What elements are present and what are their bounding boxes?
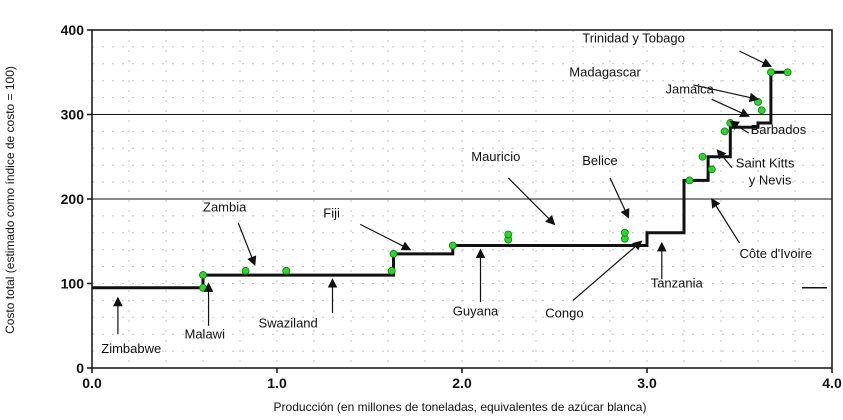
data-point <box>199 271 207 279</box>
data-point <box>767 68 775 77</box>
annotation-arrow <box>359 223 412 251</box>
annotation-arrow <box>693 84 760 103</box>
annotation-label: y Nevis <box>749 173 792 188</box>
data-point <box>698 152 707 161</box>
data-point <box>720 127 729 136</box>
axis-ticks: 0.0 1.0 2.0 3.0 4.0 0 100 200 300 400 <box>61 22 842 391</box>
x-tick-label: 1.0 <box>267 375 287 391</box>
data-point <box>282 266 291 275</box>
data-point <box>448 241 457 250</box>
y-tick-label: 100 <box>61 276 85 292</box>
data-point <box>504 230 513 239</box>
annotation-label: Swaziland <box>259 315 318 330</box>
annotation-label: Côte d'Ivoire <box>740 246 813 261</box>
annotation-arrow <box>716 149 733 169</box>
annotation-arrow <box>609 177 630 219</box>
y-tick-label: 300 <box>61 107 85 123</box>
annotation-label: Tanzania <box>651 276 704 291</box>
annotation-arrow <box>711 197 741 244</box>
annotation-label: Trinidad y Tobago <box>582 31 685 46</box>
y-tick-label: 400 <box>61 22 85 38</box>
data-point <box>707 165 716 174</box>
annotation-label: Fiji <box>323 206 340 221</box>
data-point <box>389 250 398 258</box>
data-point <box>754 97 762 106</box>
annotation-label: Congo <box>545 305 583 320</box>
annotation-label: Barbados <box>751 122 807 137</box>
y-tick-label: 200 <box>61 191 85 207</box>
data-point <box>199 283 207 292</box>
data-point <box>685 176 694 185</box>
data-point <box>620 228 629 237</box>
cost-curve <box>92 70 786 290</box>
annotations: Zimbabwe Malawi Swaziland Zambia Fiji Guyana M… <box>101 31 827 356</box>
annotation-arrow <box>711 98 750 118</box>
annotation-arrow <box>237 222 257 267</box>
annotation-arrow <box>507 177 556 226</box>
data-point <box>241 266 250 275</box>
annotation-label: Zambia <box>203 200 247 215</box>
y-tick-label: 0 <box>76 360 84 376</box>
data-point <box>783 68 792 77</box>
annotation-arrow <box>729 120 750 134</box>
annotation-label: Mauricio <box>471 149 520 164</box>
x-tick-label: 2.0 <box>452 375 472 391</box>
annotation-label: Saint Kitts <box>736 156 795 171</box>
annotation-label: Malawi <box>185 326 226 341</box>
x-axis-title: Producción (en millones de toneladas, eq… <box>274 400 647 414</box>
step-line <box>92 70 786 290</box>
annotation-label: Belice <box>582 153 617 168</box>
annotation-arrow <box>739 50 773 67</box>
annotation-label: Zimbabwe <box>101 341 161 356</box>
annotation-label: Madagascar <box>569 64 641 79</box>
data-point <box>757 106 766 115</box>
x-tick-label: 4.0 <box>822 375 842 391</box>
reference-lines <box>92 114 832 200</box>
annotation-arrow <box>572 240 643 301</box>
annotation-label: Guyana <box>453 304 499 319</box>
x-tick-label: 3.0 <box>637 375 657 391</box>
y-axis-title: Costo total (estimado como índice de cos… <box>3 66 17 334</box>
annotation-label: Jamaica <box>666 81 715 96</box>
data-point <box>387 266 396 275</box>
x-tick-label: 0.0 <box>82 375 102 391</box>
